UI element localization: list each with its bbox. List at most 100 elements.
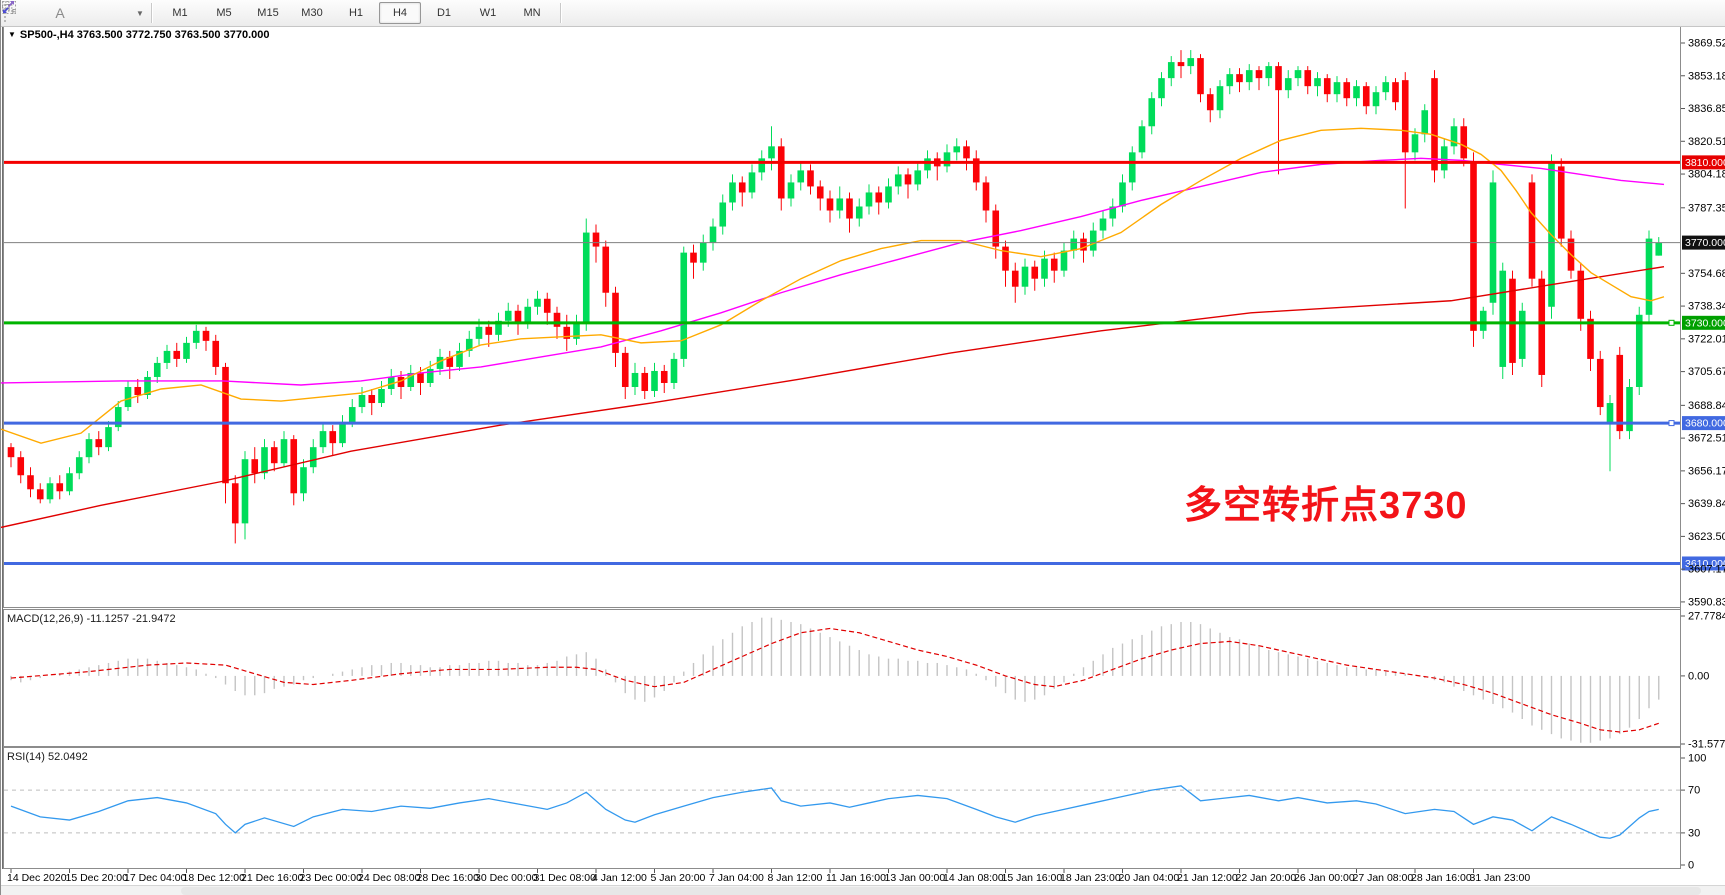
svg-text:3656.175: 3656.175 (1688, 465, 1725, 477)
level-handle[interactable] (1668, 319, 1675, 326)
candle (1128, 146, 1136, 191)
arrows-dropdown-caret-icon[interactable]: ▼ (136, 8, 144, 18)
svg-text:13 Jan 00:00: 13 Jan 00:00 (885, 872, 946, 884)
candle (465, 330, 473, 357)
arrows-tool-icon[interactable] (3, 1, 134, 24)
candle (1499, 262, 1507, 379)
svg-text:3770.000: 3770.000 (1685, 237, 1725, 249)
candle (1626, 378, 1633, 440)
horizontal-scrollbar[interactable] (1, 885, 1725, 895)
svg-text:21 Dec 16:00: 21 Dec 16:00 (241, 872, 304, 884)
candle (1392, 78, 1399, 111)
svg-text:15 Jan 16:00: 15 Jan 16:00 (1002, 872, 1063, 884)
svg-text:18 Dec 12:00: 18 Dec 12:00 (183, 872, 246, 884)
fibonacci-retracement-icon[interactable]: F (2, 1, 44, 24)
candle (27, 467, 34, 498)
candle (231, 475, 239, 544)
candle (1275, 62, 1282, 175)
candle (729, 174, 736, 211)
candle (1655, 237, 1663, 256)
level-handle[interactable] (1668, 420, 1675, 427)
svg-text:3623.505: 3623.505 (1688, 531, 1725, 543)
svg-text:3853.185: 3853.185 (1688, 70, 1725, 82)
timeframe-button-mn[interactable]: MN (523, 7, 541, 19)
level-line-3810.000[interactable]: 3810.000 (4, 155, 1725, 170)
candle (816, 180, 824, 211)
level-line-3770.000[interactable]: 3770.000 (4, 235, 1725, 250)
candle (846, 192, 853, 233)
candle (1167, 56, 1175, 87)
candle (1099, 210, 1107, 239)
svg-text:18 Jan 23:00: 18 Jan 23:00 (1060, 872, 1121, 884)
rsi-panel (4, 785, 1680, 839)
candle (748, 164, 756, 199)
rsi-indicator-label: RSI(14) 52.0492 (7, 751, 88, 763)
candle (758, 150, 766, 181)
level-line-3730.000[interactable]: 3730.000 (4, 315, 1725, 330)
candle (300, 459, 307, 502)
candle (875, 186, 883, 215)
candle (1314, 72, 1321, 97)
candle (446, 350, 454, 379)
candle (387, 368, 395, 396)
candle (1011, 262, 1019, 303)
timeframe-button-m1[interactable]: M1 (172, 7, 188, 19)
candle (309, 439, 317, 474)
candle (153, 356, 161, 383)
candle (426, 360, 434, 387)
timeframe-button-m15[interactable]: M15 (257, 7, 279, 19)
svg-text:26 Jan 00:00: 26 Jan 00:00 (1294, 872, 1355, 884)
draw-text-label-icon[interactable]: T (2, 1, 104, 24)
svg-text:4 Jan 12:00: 4 Jan 12:00 (592, 872, 647, 884)
level-line-3610.000[interactable]: 3610.000 (4, 556, 1725, 571)
candle (1528, 174, 1536, 287)
chart-text-annotation[interactable]: 多空转折点3730 (1184, 485, 1468, 527)
candle (7, 443, 15, 468)
candle (738, 176, 746, 207)
price-badge (1682, 556, 1725, 571)
timeframe-button-h1[interactable]: H1 (348, 7, 364, 19)
draw-text-icon[interactable]: A (55, 5, 65, 21)
timeframe-button-d1[interactable]: D1 (436, 7, 452, 19)
candle (1002, 240, 1009, 287)
svg-text:3869.520: 3869.520 (1688, 38, 1725, 50)
candle (777, 138, 785, 211)
candle (1206, 88, 1214, 123)
candle (1635, 306, 1643, 396)
level-line-3680.000[interactable]: 3680.000 (4, 416, 1725, 431)
symbol-dropdown-icon[interactable]: ▼ (8, 30, 16, 39)
candle (1333, 76, 1341, 103)
candle (95, 431, 103, 456)
timeframe-button-m5[interactable]: M5 (216, 7, 232, 19)
quote-text: SP500-,H4 3763.500 3772.750 3763.500 377… (19, 29, 270, 41)
svg-text:14 Jan 08:00: 14 Jan 08:00 (943, 872, 1004, 884)
ma-slow-red (1, 265, 1665, 529)
macd-indicator-label: MACD(12,26,9) -11.1257 -21.9472 (7, 613, 176, 625)
timeframe-button-h4[interactable]: H4 (379, 2, 421, 24)
toolbar: F A T ▼ M1 M5 M15 M30 H1 H4 D1 W1 MN (1, 0, 1725, 27)
svg-text:22 Jan 20:00: 22 Jan 20:00 (1236, 872, 1297, 884)
timeframe-button-w1[interactable]: W1 (479, 7, 497, 19)
svg-text:3688.845: 3688.845 (1688, 400, 1725, 412)
svg-text:28 Dec 16:00: 28 Dec 16:00 (417, 872, 480, 884)
rsi-line (10, 785, 1659, 839)
svg-text:3705.675: 3705.675 (1688, 366, 1725, 378)
candle (836, 186, 844, 219)
candle (270, 441, 278, 472)
candle (1323, 74, 1331, 103)
candle (1109, 198, 1117, 227)
candle (641, 366, 649, 400)
candle (709, 218, 717, 251)
svg-text:7 Jan 04:00: 7 Jan 04:00 (709, 872, 764, 884)
candle (885, 178, 892, 209)
candle (1470, 152, 1477, 347)
svg-text:3639.840: 3639.840 (1688, 498, 1725, 510)
macd-signal-line (10, 627, 1659, 733)
timeframe-button-m30[interactable]: M30 (301, 7, 323, 19)
candle (1421, 104, 1429, 143)
candle (212, 334, 220, 375)
candle (1089, 222, 1097, 257)
svg-text:3787.350: 3787.350 (1688, 202, 1725, 214)
scrollbar-thumb[interactable] (181, 887, 1701, 895)
